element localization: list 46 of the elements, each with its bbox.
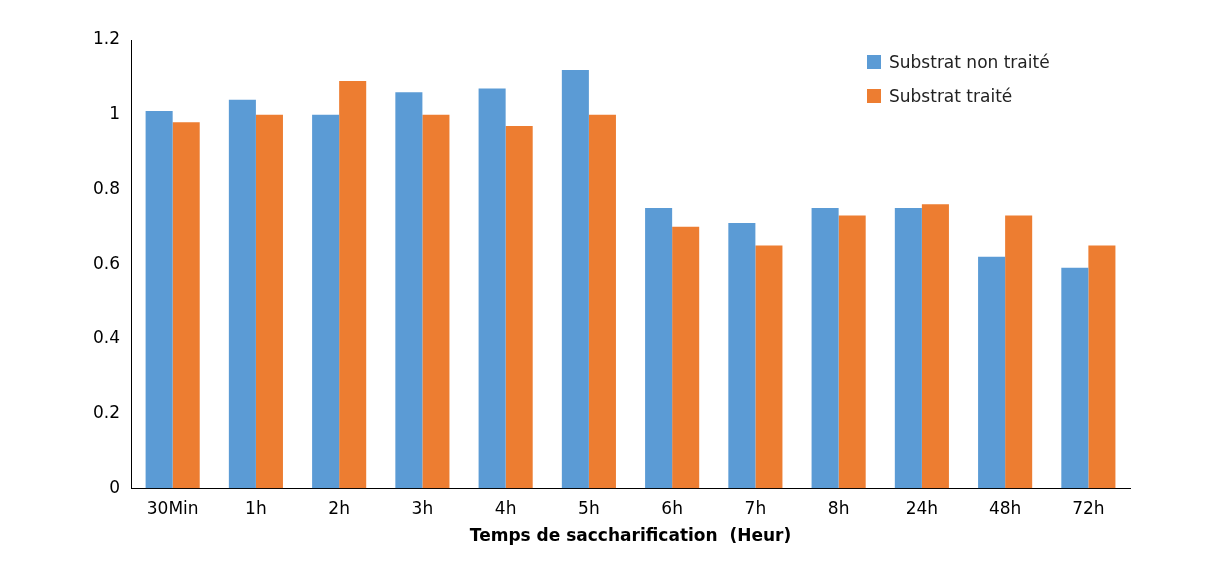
x-tick-label: 8h (827, 497, 850, 518)
x-tick-label: 5h (578, 497, 600, 518)
bar (672, 226, 700, 489)
bar (811, 208, 839, 489)
bar (755, 245, 783, 489)
x-tick-label: 24h (905, 497, 939, 518)
y-tick-label: 0.6 (92, 252, 121, 273)
x-axis-title: Temps de saccharification (Heur) (469, 525, 792, 546)
x-tick-label: 6h (661, 497, 683, 518)
bar (978, 256, 1006, 489)
y-tick-label: 0 (109, 476, 121, 497)
bar (645, 208, 673, 489)
x-tick-label: 72h (1072, 497, 1105, 518)
bar (921, 204, 949, 489)
bar (395, 92, 423, 489)
x-tick-label: 3h (411, 497, 434, 518)
bar (339, 81, 367, 489)
y-tick-label: 1.2 (92, 28, 121, 49)
bar (505, 125, 533, 489)
bar (588, 114, 616, 489)
y-tick-label: 0.2 (92, 401, 121, 422)
bar (561, 69, 589, 489)
bar (728, 223, 756, 489)
bar (1088, 245, 1116, 489)
x-tick-label: 48h (988, 497, 1022, 518)
bar (145, 110, 173, 489)
bar (255, 114, 283, 489)
x-tick-label: 2h (328, 497, 350, 518)
legend-label: Substrat non traité (888, 51, 1050, 74)
x-tick-label: 30Min (146, 497, 199, 518)
bar (478, 88, 506, 489)
y-tick-label: 0.8 (92, 177, 121, 198)
bar (422, 114, 450, 489)
legend-label: Substrat traité (888, 85, 1014, 108)
bar (1005, 215, 1033, 489)
bar (228, 99, 256, 489)
x-tick-label: 4h (494, 497, 517, 518)
bar (1061, 267, 1089, 489)
bar (838, 215, 866, 489)
x-tick-label: 1h (245, 497, 267, 518)
bar (894, 208, 922, 489)
bar (312, 114, 340, 489)
x-tick-label: 7h (744, 497, 767, 518)
y-tick-label: 1 (109, 103, 121, 124)
y-tick-label: 0.4 (92, 327, 121, 348)
bar (172, 122, 200, 489)
